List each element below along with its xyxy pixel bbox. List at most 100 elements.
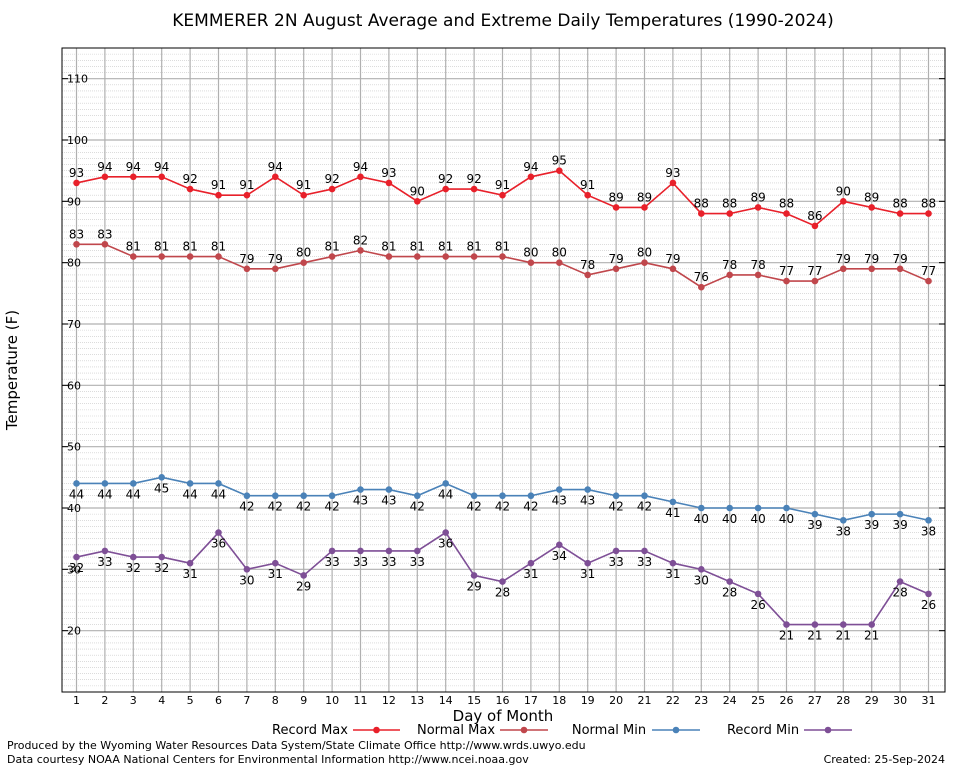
data-point xyxy=(73,553,80,561)
data-point xyxy=(868,265,875,273)
data-label: 36 xyxy=(211,537,226,551)
data-point xyxy=(243,566,251,573)
data-label: 42 xyxy=(523,500,538,514)
data-label: 77 xyxy=(807,264,822,278)
data-label: 79 xyxy=(665,252,680,266)
grid xyxy=(62,48,945,692)
data-point xyxy=(101,547,109,555)
footer-produced-by: Produced by the Wyoming Water Resources … xyxy=(7,739,586,752)
series-normal-min: 44 44 44 45 44 44 42 42 42 42 43 43 42 44 42 42 42 43 43 42… xyxy=(69,474,936,538)
x-tick-label: 2 xyxy=(101,694,108,707)
data-point xyxy=(584,486,591,493)
data-label: 94 xyxy=(154,160,169,174)
data-point xyxy=(698,210,705,217)
data-point xyxy=(328,185,336,193)
x-tick-label: 17 xyxy=(524,694,538,707)
data-point xyxy=(840,198,847,205)
data-label: 80 xyxy=(523,246,538,260)
x-tick-label: 23 xyxy=(694,694,708,707)
legend-item: Normal Min xyxy=(572,723,700,738)
data-label: 33 xyxy=(410,555,425,569)
data-label: 81 xyxy=(324,240,339,254)
x-tick-label: 1 xyxy=(73,694,80,707)
data-point xyxy=(243,492,251,500)
data-label: 40 xyxy=(722,512,737,526)
x-tick-label: 24 xyxy=(723,694,737,707)
x-tick-label: 7 xyxy=(243,694,250,707)
x-tick-label: 30 xyxy=(893,694,907,707)
data-label: 39 xyxy=(807,518,822,532)
data-point xyxy=(925,516,932,524)
data-point xyxy=(73,240,80,248)
data-label: 79 xyxy=(268,252,283,266)
data-point xyxy=(442,253,450,260)
data-point xyxy=(499,253,506,260)
data-point xyxy=(556,167,563,174)
data-label: 40 xyxy=(750,512,765,526)
data-label: 42 xyxy=(324,500,339,514)
data-point xyxy=(612,265,620,273)
data-label: 92 xyxy=(182,172,197,186)
data-point xyxy=(868,204,875,211)
data-point xyxy=(470,492,478,500)
data-point xyxy=(272,492,279,500)
data-label: 43 xyxy=(580,494,595,508)
data-point xyxy=(641,492,648,500)
data-label: 31 xyxy=(523,567,538,581)
data-label: 78 xyxy=(580,258,595,272)
data-point xyxy=(470,572,478,579)
data-point xyxy=(158,253,165,260)
data-label: 36 xyxy=(438,537,453,551)
data-point xyxy=(698,504,705,512)
data-label: 21 xyxy=(864,629,879,643)
data-point xyxy=(73,179,80,187)
data-point xyxy=(896,578,904,585)
data-point xyxy=(385,547,393,555)
y-axis-ticks: 20 30 40 50 60 70 80 90 100 110 xyxy=(62,73,945,638)
y-tick-label: 50 xyxy=(67,441,81,454)
x-tick-label: 26 xyxy=(780,694,794,707)
data-point xyxy=(811,621,819,628)
data-point xyxy=(612,492,620,500)
x-tick-label: 29 xyxy=(865,694,879,707)
data-label: 81 xyxy=(381,240,396,254)
data-label: 42 xyxy=(296,500,311,514)
data-point xyxy=(669,179,677,187)
data-label: 33 xyxy=(97,555,112,569)
data-point xyxy=(243,191,251,199)
data-point xyxy=(158,474,165,481)
data-label: 92 xyxy=(438,172,453,186)
data-point xyxy=(527,492,535,500)
data-label: 31 xyxy=(182,567,197,581)
data-label: 90 xyxy=(410,184,425,198)
data-label: 79 xyxy=(836,252,851,266)
data-label: 44 xyxy=(211,487,226,501)
data-point xyxy=(925,590,932,598)
data-point xyxy=(669,265,677,273)
data-label: 42 xyxy=(466,500,481,514)
x-tick-label: 18 xyxy=(552,694,566,707)
data-label: 91 xyxy=(495,178,510,192)
legend-label: Record Max xyxy=(272,723,348,738)
data-label: 44 xyxy=(182,487,197,501)
data-point xyxy=(896,210,904,217)
data-point xyxy=(499,191,506,199)
x-tick-label: 3 xyxy=(130,694,137,707)
data-label: 40 xyxy=(694,512,709,526)
data-point xyxy=(641,259,648,266)
data-point xyxy=(186,480,194,487)
data-label: 82 xyxy=(353,233,368,247)
data-point xyxy=(158,173,165,181)
data-label: 77 xyxy=(779,264,794,278)
data-label: 28 xyxy=(722,586,737,600)
data-point xyxy=(925,277,932,285)
data-point xyxy=(328,492,336,500)
data-label: 93 xyxy=(381,166,396,180)
data-point xyxy=(641,547,648,555)
data-label: 81 xyxy=(495,240,510,254)
data-label: 43 xyxy=(381,494,396,508)
data-label: 30 xyxy=(239,573,254,587)
x-tick-label: 31 xyxy=(922,694,936,707)
data-label: 44 xyxy=(438,487,453,501)
data-point xyxy=(840,516,847,524)
